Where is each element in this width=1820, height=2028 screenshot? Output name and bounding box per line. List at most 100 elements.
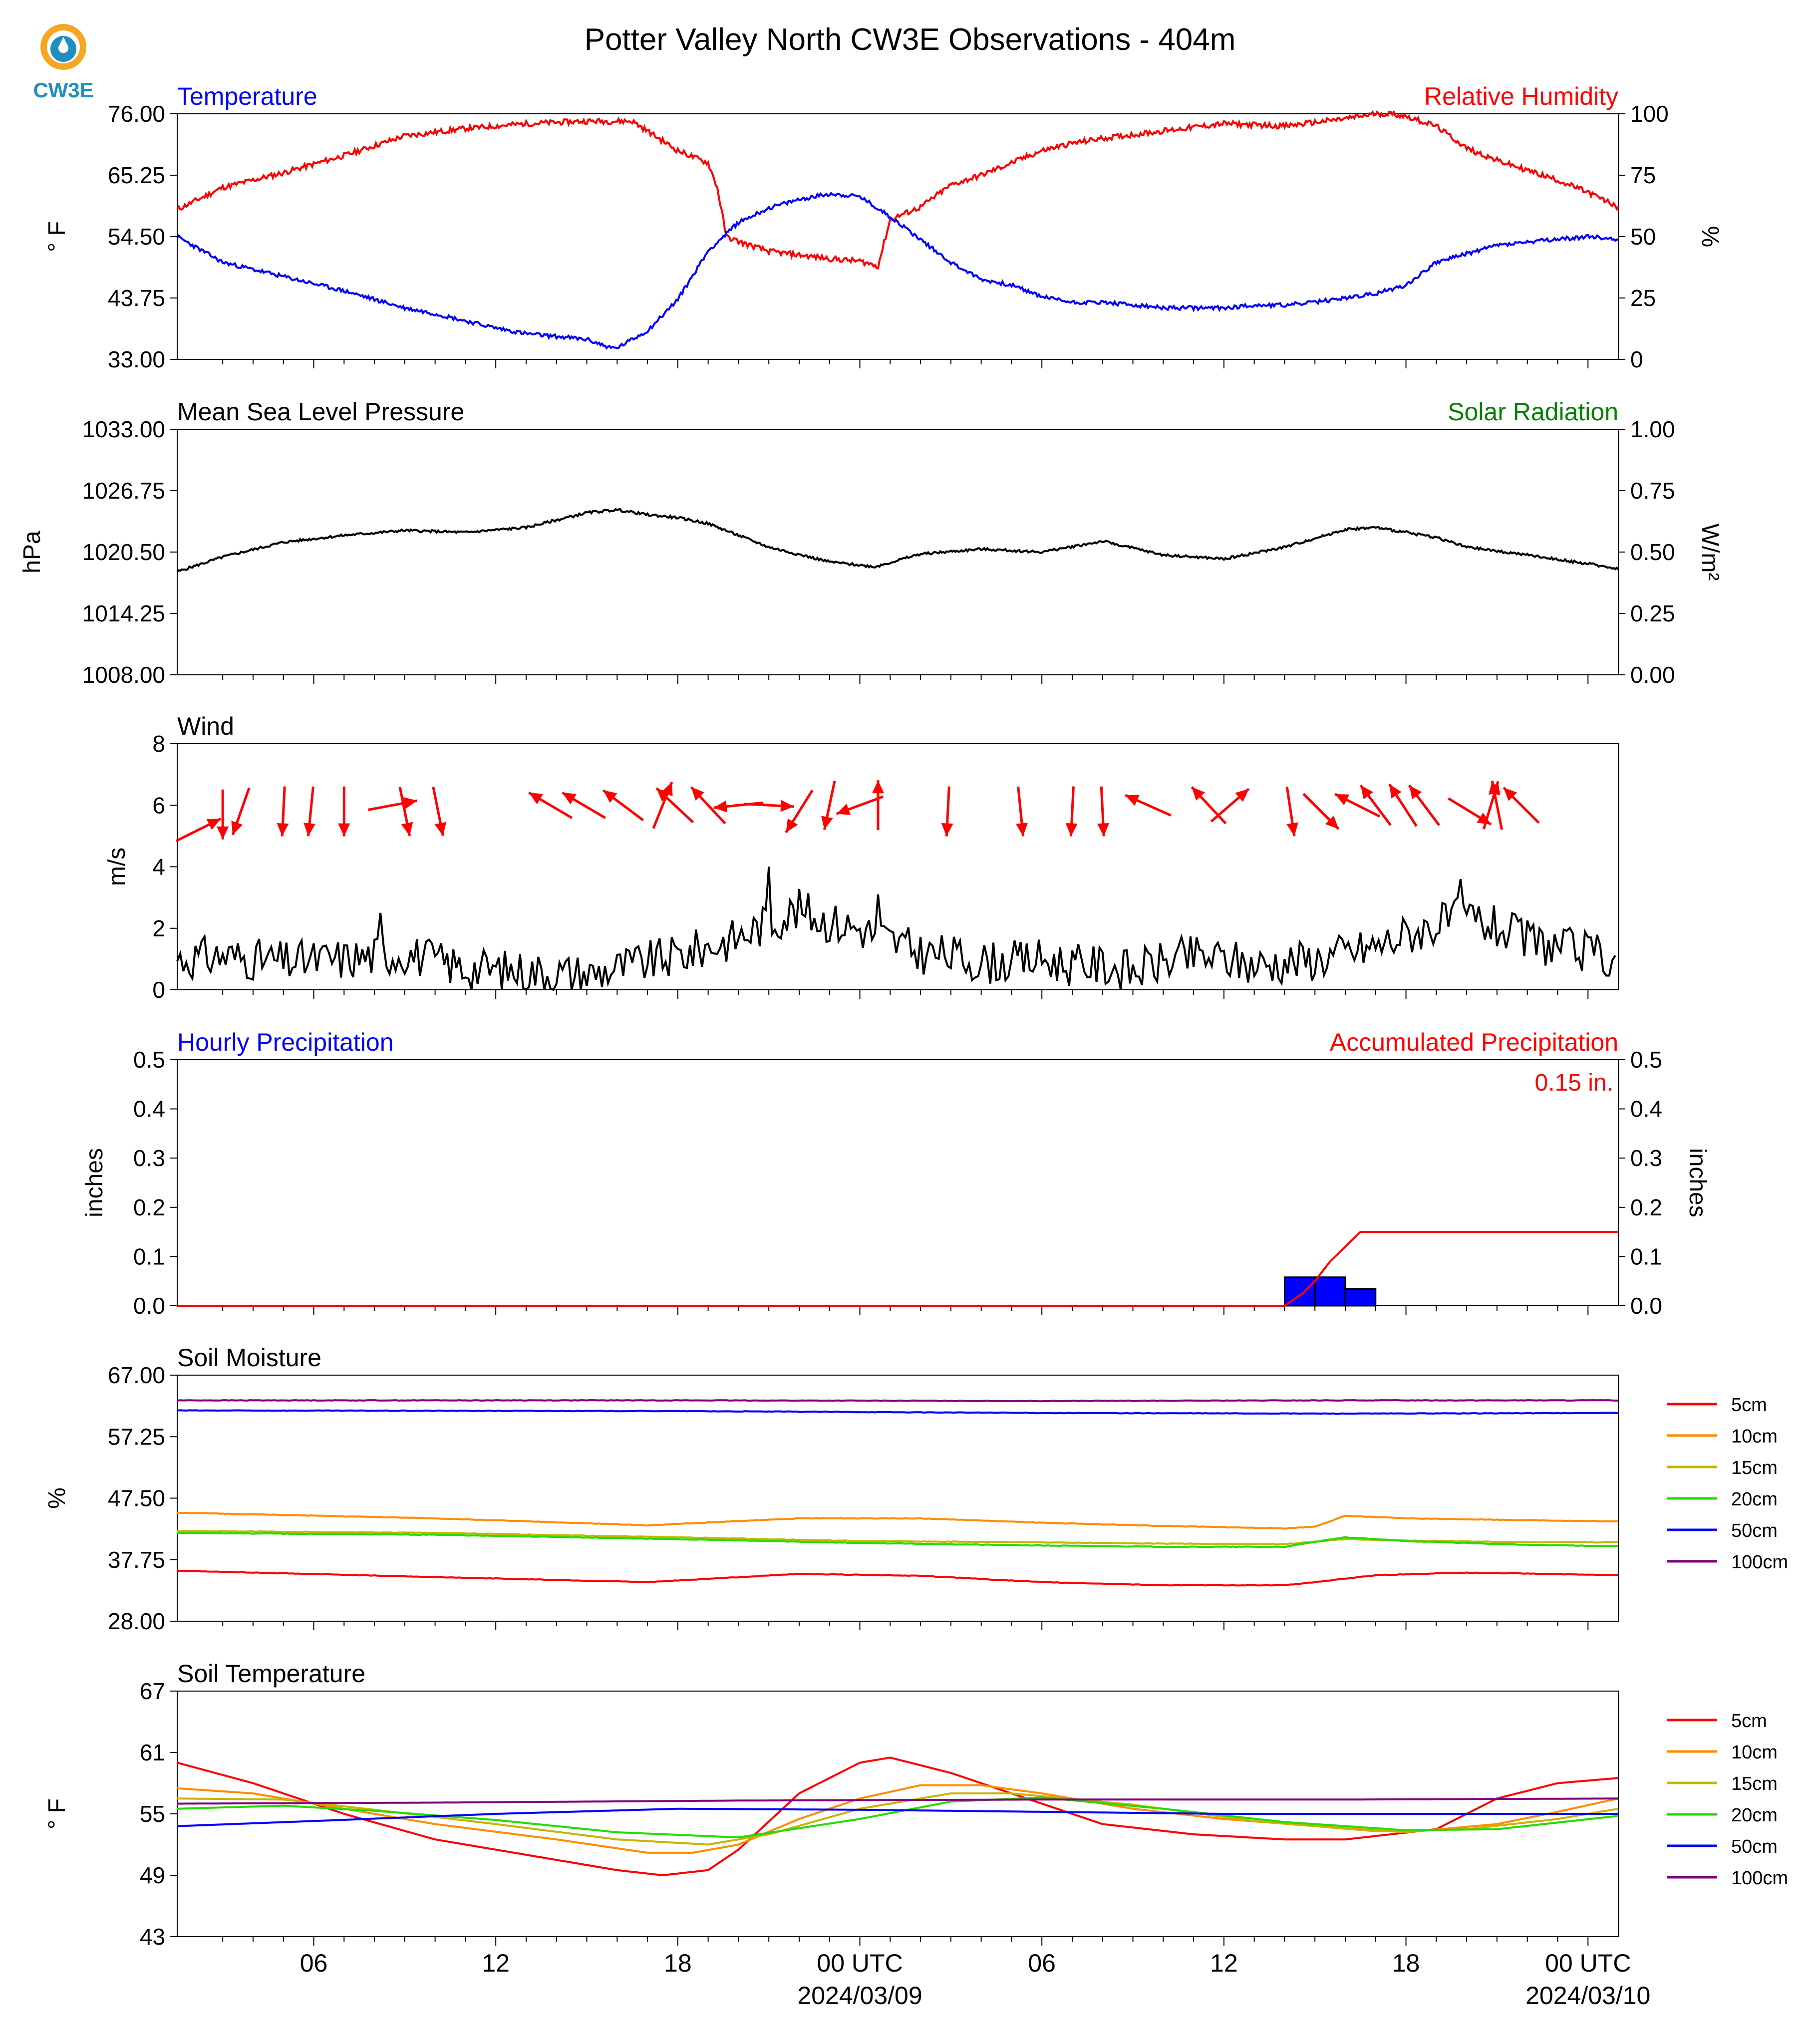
wind-arrow-head	[401, 822, 413, 836]
wind-arrow-head	[836, 804, 851, 815]
wind-arrow-head	[1409, 785, 1422, 800]
soil-line-5cm	[177, 1756, 1619, 1877]
legend-label: 5cm	[1731, 1711, 1767, 1732]
wind-arrow	[432, 787, 447, 837]
y-tick-label: 0	[152, 977, 165, 1003]
wind-arrow-head	[1016, 823, 1028, 837]
y-tick-label: 65.25	[108, 162, 165, 188]
soil-line-15cm	[177, 1792, 1619, 1846]
wind-arrow	[528, 791, 573, 819]
y-tick-label: 0.4	[133, 1096, 165, 1122]
y-axis-label: hPa	[19, 531, 45, 574]
soil-line-20cm	[177, 1796, 1619, 1839]
wind-arrow-head	[231, 821, 243, 835]
legend-label: 15cm	[1731, 1457, 1778, 1478]
y-tick-label: 8	[152, 731, 165, 757]
y-tick-label: 0.2	[133, 1194, 165, 1220]
panel-title-left: Wind	[177, 712, 234, 740]
y2-tick-label: 0.25	[1630, 600, 1675, 626]
wind-arrow-head	[786, 818, 798, 833]
x-tick-label: 12	[482, 1949, 510, 1977]
wind-arrow-head	[713, 800, 727, 813]
y-tick-label: 0.0	[133, 1293, 165, 1319]
wind-arrow	[872, 780, 884, 831]
wind-arrow-head	[206, 819, 221, 830]
y2-tick-label: 0.4	[1630, 1096, 1662, 1122]
wind-arrow-head	[303, 823, 315, 837]
wind-arrow-head	[1235, 789, 1249, 802]
wind-arrow	[821, 780, 836, 830]
soil-line-50cm	[177, 1409, 1619, 1415]
x-tick-label: 06	[300, 1949, 328, 1977]
plot-frame	[177, 743, 1619, 990]
y-tick-label: 0.3	[133, 1145, 165, 1171]
y2-tick-label: 50	[1630, 224, 1656, 250]
y-axis-label: ° F	[44, 221, 70, 252]
pressure-series	[176, 508, 1619, 573]
wind-arrow	[744, 800, 794, 812]
wind-arrow-head	[1097, 823, 1109, 837]
wind-arrow	[217, 789, 229, 840]
legend-label: 5cm	[1731, 1395, 1767, 1416]
soil-line-10cm	[177, 1784, 1619, 1854]
wind-series	[175, 780, 1616, 991]
y-tick-label: 1014.25	[82, 600, 165, 626]
wind-arrow-head	[941, 823, 953, 837]
wind-arrow	[1503, 787, 1540, 824]
wind-arrow-head	[529, 792, 543, 805]
y-tick-label: 1008.00	[82, 662, 165, 688]
x-tick-label: 18	[664, 1949, 692, 1977]
y-tick-label: 67	[140, 1678, 165, 1704]
wind-arrow	[398, 787, 413, 837]
temperature-series	[176, 110, 1619, 350]
y-tick-label: 28.00	[108, 1608, 165, 1634]
panel-soil_temp: 67 61 55 49 43 Soil Temperature ° F	[44, 1660, 1619, 1950]
y2-tick-label: 0	[1630, 346, 1643, 372]
wind-arrow-head	[338, 823, 350, 837]
wind-arrow-head	[821, 816, 833, 830]
wind-arrow-head	[691, 787, 705, 801]
y-tick-label: 61	[140, 1739, 165, 1765]
wind-arrow	[1097, 786, 1109, 837]
x-axis: 06 12 18 00 UTC 06 12 18 00 UTC 2024/03/09 2024/0…	[300, 1949, 1651, 2010]
x-date-label: 2024/03/10	[1525, 1982, 1650, 2010]
y-tick-label: 37.75	[108, 1547, 165, 1573]
wind-arrow-head	[656, 788, 670, 802]
y2-tick-label: 0.5	[1630, 1047, 1662, 1073]
logo-text: CW3E	[33, 78, 93, 102]
y2-tick-label: 0.00	[1630, 662, 1675, 688]
legend-label: 100cm	[1731, 1552, 1788, 1573]
y2-tick-label: 0.75	[1630, 478, 1675, 504]
precip-bar	[1283, 1276, 1316, 1307]
y-tick-label: 6	[152, 792, 165, 818]
panel-title-left: Mean Sea Level Pressure	[177, 398, 464, 426]
rh-line	[176, 110, 1619, 270]
x-date-label: 2024/03/09	[797, 1982, 922, 2010]
wind-arrow-head	[1335, 794, 1350, 806]
precip-series: 0.15 in.	[177, 1070, 1618, 1307]
y2-axis-label: W/m²	[1697, 524, 1723, 581]
wind-arrow	[1210, 788, 1250, 823]
panel-title-left: Temperature	[177, 82, 317, 110]
wind-arrow-head	[872, 780, 884, 794]
soil-line-10cm	[177, 1511, 1618, 1530]
legend-label: 100cm	[1731, 1868, 1788, 1889]
wind-arrow	[1448, 797, 1492, 826]
panel-title-right: Relative Humidity	[1424, 82, 1618, 110]
wind-arrow	[1302, 793, 1340, 830]
accumulated-precip-line	[177, 1231, 1618, 1307]
y2-axis-label: %	[1697, 226, 1723, 248]
pressure-line	[176, 508, 1619, 573]
y2-axis-label: inches	[1684, 1148, 1711, 1217]
wind-arrow	[367, 797, 418, 811]
x-tick-label: 12	[1210, 1949, 1238, 1977]
panel-wind: 8 6 4 2 0 Wind m/s	[104, 712, 1619, 1003]
wind-arrow-head	[1477, 812, 1491, 825]
y-axis-label: ° F	[44, 1798, 70, 1829]
y2-tick-label: 0.1	[1630, 1243, 1662, 1269]
panel-temperature: 76.00 65.25 54.50 43.75 33.00 100 75 50 25 0 Tempe…	[44, 82, 1723, 372]
wind-arrow-head	[1325, 816, 1339, 829]
precip-bar	[1314, 1276, 1346, 1307]
y2-tick-label: 0.50	[1630, 539, 1675, 565]
